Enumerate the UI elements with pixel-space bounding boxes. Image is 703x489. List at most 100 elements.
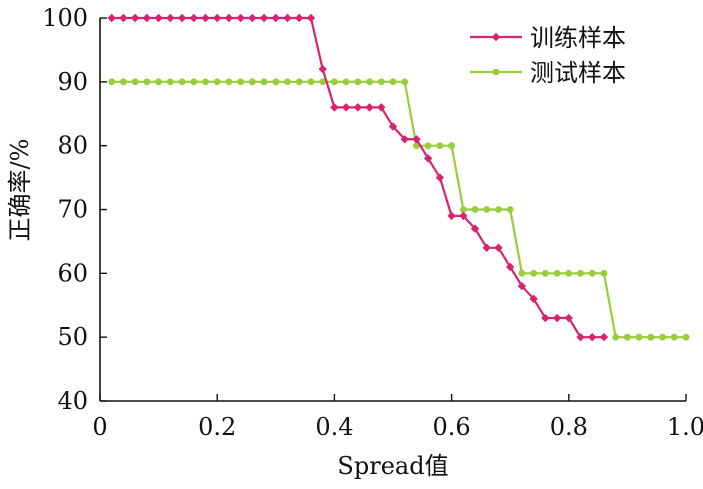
data-point — [518, 269, 526, 277]
data-point — [588, 332, 597, 342]
data-point — [459, 206, 467, 213]
x-tick-label: 0.6 — [433, 413, 471, 441]
data-point — [120, 78, 127, 86]
data-point — [107, 13, 116, 23]
data-point — [143, 78, 151, 86]
data-point — [670, 333, 678, 341]
data-point — [483, 206, 491, 213]
data-point — [189, 13, 198, 23]
data-point — [423, 154, 433, 163]
data-point — [401, 78, 409, 86]
series-line — [111, 80, 686, 339]
legend-label: 训练样本 — [530, 24, 626, 52]
data-point — [388, 122, 398, 131]
y-tick-label: 80 — [57, 132, 88, 160]
data-point — [342, 78, 350, 86]
x-tick-label: 1.0 — [667, 413, 703, 441]
y-tick-label: 100 — [42, 4, 88, 32]
data-point — [166, 78, 174, 86]
data-point — [448, 142, 455, 150]
data-point — [237, 78, 245, 86]
data-point — [155, 78, 163, 86]
data-point — [353, 103, 363, 112]
x-axis-title: Spread值 — [337, 452, 448, 480]
data-point — [224, 13, 234, 23]
x-ticks: 0 0.2 0.4 0.6 0.8 1.0 — [92, 394, 703, 441]
data-point — [130, 13, 140, 23]
data-point — [178, 78, 186, 86]
data-point — [213, 78, 221, 86]
data-point — [495, 206, 502, 213]
data-point — [400, 135, 409, 144]
data-point — [236, 13, 245, 23]
data-point — [470, 224, 480, 233]
x-tick-label: 0 — [92, 413, 107, 441]
data-point — [412, 135, 421, 144]
data-point — [341, 103, 351, 112]
data-point — [447, 211, 456, 221]
data-point — [659, 333, 666, 341]
y-tick-label: 50 — [57, 323, 88, 351]
data-point — [492, 68, 500, 76]
data-point — [131, 78, 139, 86]
data-point — [529, 294, 538, 304]
x-tick-label: 0.4 — [315, 413, 353, 441]
data-point — [647, 333, 655, 341]
data-point — [459, 211, 468, 221]
axes: 40 50 60 70 80 90 100 0 0.2 0.4 0.6 0.8 1.0 — [42, 4, 703, 441]
data-point — [435, 173, 445, 182]
data-point — [213, 13, 222, 23]
data-point — [541, 269, 549, 277]
data-point — [564, 313, 573, 323]
data-point — [436, 142, 444, 150]
data-point — [284, 78, 291, 86]
data-point — [377, 78, 385, 86]
data-point — [307, 78, 315, 86]
data-point — [166, 13, 175, 23]
data-point — [541, 313, 550, 323]
data-point — [306, 13, 316, 23]
data-point — [248, 78, 256, 86]
data-point — [553, 269, 561, 277]
data-point — [494, 243, 503, 252]
data-point — [108, 78, 116, 86]
data-point — [576, 332, 585, 342]
data-point — [154, 13, 163, 23]
legend-item: 训练样本 — [470, 24, 626, 52]
data-point — [599, 332, 609, 342]
data-point — [506, 206, 514, 213]
data-point — [588, 269, 596, 277]
data-point — [624, 333, 631, 341]
data-point — [600, 269, 608, 277]
data-point — [225, 78, 233, 86]
data-point — [190, 78, 198, 86]
data-point — [331, 78, 338, 86]
data-point — [248, 13, 257, 23]
data-point — [682, 333, 690, 341]
plot-area — [107, 13, 690, 342]
x-tick-label: 0.2 — [198, 413, 236, 441]
series-test — [108, 78, 690, 341]
data-point — [319, 78, 327, 86]
data-point — [365, 103, 374, 112]
data-point — [506, 262, 515, 272]
data-point — [389, 78, 397, 86]
data-point — [565, 269, 573, 277]
data-point — [260, 78, 268, 86]
data-point — [612, 333, 620, 341]
data-point — [517, 281, 527, 291]
data-point — [259, 13, 269, 23]
y-tick-label: 40 — [57, 387, 88, 415]
x-tick-label: 0.8 — [550, 413, 588, 441]
series-train — [107, 13, 609, 342]
data-point — [119, 13, 128, 23]
data-point — [471, 206, 479, 213]
data-point — [330, 103, 339, 112]
data-point — [283, 13, 292, 23]
data-point — [491, 32, 501, 42]
y-axis-title: 正确率/% — [6, 139, 34, 242]
legend-label: 测试样本 — [530, 59, 626, 87]
data-point — [577, 269, 584, 277]
